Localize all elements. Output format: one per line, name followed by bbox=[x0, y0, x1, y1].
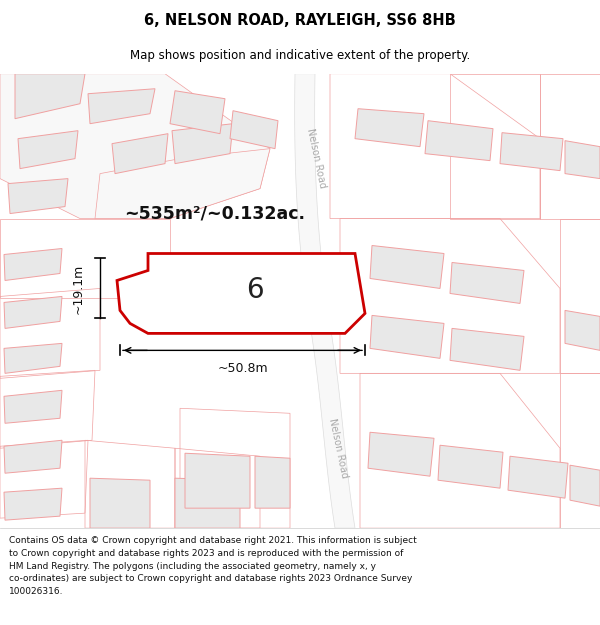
Polygon shape bbox=[255, 456, 290, 508]
Text: Nelson Road: Nelson Road bbox=[305, 127, 327, 189]
Polygon shape bbox=[370, 316, 444, 358]
Polygon shape bbox=[95, 149, 270, 219]
Polygon shape bbox=[185, 453, 250, 508]
Polygon shape bbox=[4, 440, 62, 473]
Polygon shape bbox=[170, 91, 225, 134]
Text: Nelson Road: Nelson Road bbox=[327, 418, 349, 479]
Polygon shape bbox=[0, 74, 270, 219]
Polygon shape bbox=[355, 109, 424, 147]
Polygon shape bbox=[450, 262, 524, 303]
Polygon shape bbox=[565, 141, 600, 179]
Polygon shape bbox=[172, 124, 233, 164]
Text: ~535m²/~0.132ac.: ~535m²/~0.132ac. bbox=[125, 204, 305, 222]
Polygon shape bbox=[4, 249, 62, 281]
Polygon shape bbox=[565, 311, 600, 351]
Polygon shape bbox=[4, 391, 62, 423]
Polygon shape bbox=[368, 432, 434, 476]
Polygon shape bbox=[112, 134, 168, 174]
Text: ~19.1m: ~19.1m bbox=[71, 263, 85, 314]
Polygon shape bbox=[88, 89, 155, 124]
Text: Map shows position and indicative extent of the property.: Map shows position and indicative extent… bbox=[130, 49, 470, 62]
Polygon shape bbox=[175, 478, 240, 528]
Polygon shape bbox=[570, 465, 600, 506]
Polygon shape bbox=[4, 488, 62, 520]
Text: ~50.8m: ~50.8m bbox=[217, 362, 268, 375]
Polygon shape bbox=[450, 328, 524, 371]
Polygon shape bbox=[230, 111, 278, 149]
Polygon shape bbox=[18, 131, 78, 169]
Polygon shape bbox=[425, 121, 493, 161]
Polygon shape bbox=[8, 179, 68, 214]
Polygon shape bbox=[500, 132, 563, 171]
Polygon shape bbox=[4, 296, 62, 328]
Polygon shape bbox=[4, 343, 62, 373]
Polygon shape bbox=[370, 246, 444, 289]
Polygon shape bbox=[438, 445, 503, 488]
Polygon shape bbox=[508, 456, 568, 498]
Polygon shape bbox=[90, 478, 150, 528]
Polygon shape bbox=[15, 74, 85, 119]
Polygon shape bbox=[117, 254, 365, 333]
Text: Contains OS data © Crown copyright and database right 2021. This information is : Contains OS data © Crown copyright and d… bbox=[9, 536, 417, 596]
Text: 6, NELSON ROAD, RAYLEIGH, SS6 8HB: 6, NELSON ROAD, RAYLEIGH, SS6 8HB bbox=[144, 13, 456, 28]
Text: 6: 6 bbox=[246, 276, 264, 304]
Polygon shape bbox=[295, 74, 355, 528]
